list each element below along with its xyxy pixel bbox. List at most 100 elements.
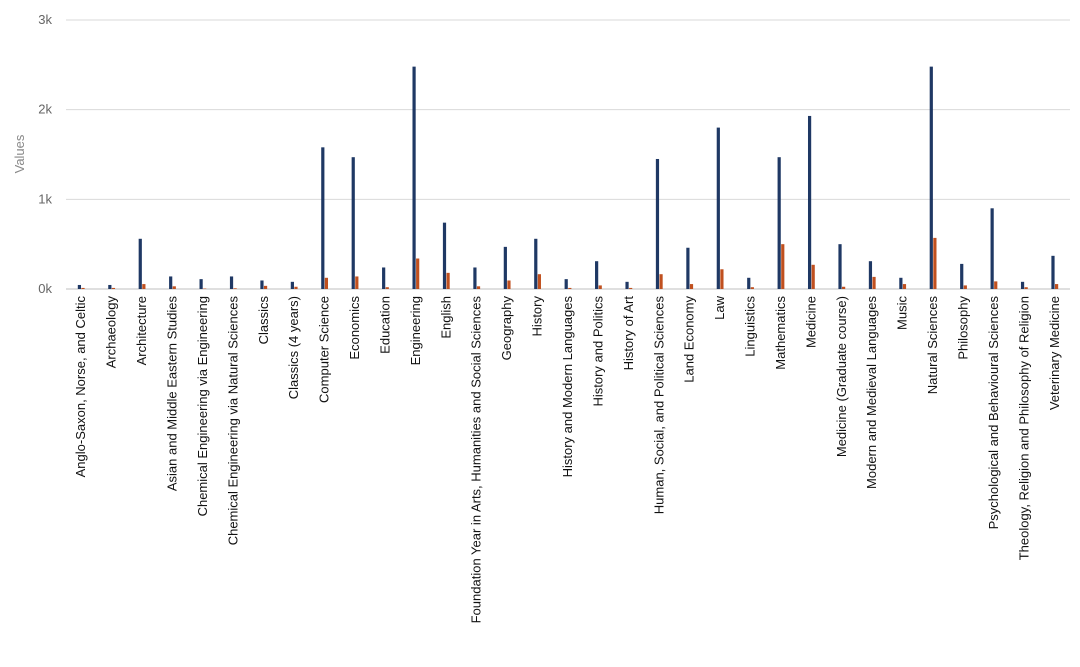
y-tick-label: 2k bbox=[38, 102, 52, 117]
bar-series-2 bbox=[659, 274, 663, 289]
x-category-label: Law bbox=[712, 295, 727, 319]
bar-series-1 bbox=[382, 267, 386, 289]
bar-series-1 bbox=[686, 247, 690, 289]
y-tick-label: 1k bbox=[38, 191, 52, 206]
bar-series-1 bbox=[899, 277, 903, 289]
x-category-label: History of Art bbox=[621, 296, 636, 371]
bar-series-1 bbox=[321, 147, 325, 289]
x-category-label: Education bbox=[377, 296, 392, 354]
x-category-label: Foundation Year in Arts, Humanities and … bbox=[469, 296, 484, 624]
x-category-label: Architecture bbox=[134, 296, 149, 365]
bar-series-1 bbox=[534, 238, 538, 289]
bar-series-2 bbox=[446, 272, 450, 289]
y-axis-ticks: 0k 1k 2k 3k bbox=[38, 12, 52, 296]
x-category-label: History bbox=[530, 296, 545, 337]
bar-series-2 bbox=[507, 280, 511, 289]
bar-series-2 bbox=[598, 285, 602, 289]
bar-series-1 bbox=[77, 284, 82, 289]
bar-series-1 bbox=[503, 246, 507, 289]
bar-series-2 bbox=[720, 269, 724, 289]
x-category-label: Modern and Medieval Languages bbox=[864, 296, 879, 489]
bar-series-2 bbox=[537, 274, 541, 289]
bar-series-1 bbox=[807, 115, 812, 289]
y-tick-label: 0k bbox=[38, 281, 52, 296]
bar-series-1 bbox=[960, 263, 964, 289]
bar-series-2 bbox=[750, 287, 754, 289]
bar-series-1 bbox=[595, 261, 599, 289]
y-axis-title: Values bbox=[12, 134, 27, 173]
bar-series-2 bbox=[416, 258, 420, 289]
bar-series-2 bbox=[294, 286, 298, 289]
bar-series-2 bbox=[781, 244, 785, 289]
bar-series-2 bbox=[811, 264, 815, 289]
bar-series-2 bbox=[933, 237, 937, 289]
bar-series-1 bbox=[351, 157, 355, 289]
bar-series-1 bbox=[747, 277, 751, 289]
bar-series-1 bbox=[1051, 255, 1055, 289]
x-category-label: Computer Science bbox=[317, 296, 332, 403]
bar-series-1 bbox=[138, 238, 142, 289]
bar-series-1 bbox=[655, 158, 660, 289]
x-category-label: Geography bbox=[499, 296, 514, 361]
gridlines bbox=[66, 19, 1070, 290]
bar-series-2 bbox=[111, 287, 116, 289]
bar-series-1 bbox=[625, 281, 629, 289]
x-category-label: Archaeology bbox=[104, 296, 119, 369]
bar-series-2 bbox=[233, 288, 237, 289]
bar-series-1 bbox=[169, 276, 173, 289]
x-category-label: History and Politics bbox=[590, 296, 605, 407]
bar-series-2 bbox=[1024, 287, 1028, 289]
x-category-label: Theology, Religion and Philosophy of Rel… bbox=[1016, 296, 1031, 560]
bar-series-1 bbox=[229, 276, 234, 289]
x-category-label: Music bbox=[895, 296, 910, 330]
bar-series-2 bbox=[629, 287, 633, 289]
x-category-label: Chemical Engineering via Natural Science… bbox=[225, 296, 240, 546]
x-category-label: History and Modern Languages bbox=[560, 296, 575, 478]
x-category-label: Engineering bbox=[408, 296, 423, 365]
bar-series-1 bbox=[838, 244, 842, 289]
y-tick-label: 3k bbox=[38, 12, 52, 27]
x-category-label: Human, Social, and Political Sciences bbox=[651, 296, 666, 515]
x-category-label: Medicine bbox=[803, 296, 818, 348]
bar-series-1 bbox=[929, 66, 933, 289]
bar-series-2 bbox=[81, 287, 85, 289]
bar-series-1 bbox=[716, 127, 720, 289]
bar-series-2 bbox=[172, 286, 176, 289]
bars bbox=[77, 66, 1059, 289]
bar-series-2 bbox=[476, 286, 481, 289]
x-category-label: Medicine (Graduate course) bbox=[834, 296, 849, 457]
bar-series-1 bbox=[442, 222, 447, 289]
bar-series-2 bbox=[994, 281, 998, 289]
bar-series-1 bbox=[473, 267, 477, 289]
x-category-label: Classics (4 years) bbox=[286, 296, 301, 399]
x-category-label: Chemical Engineering via Engineering bbox=[195, 296, 210, 516]
bar-series-2 bbox=[568, 287, 572, 289]
bar-series-2 bbox=[689, 284, 694, 289]
bar-series-1 bbox=[777, 157, 781, 289]
bar-series-2 bbox=[963, 285, 967, 289]
bar-series-1 bbox=[199, 279, 203, 289]
bar-series-1 bbox=[290, 281, 294, 289]
x-category-label: Economics bbox=[347, 296, 362, 360]
bar-series-2 bbox=[385, 287, 389, 289]
x-category-label: Psychological and Behavioural Sciences bbox=[986, 296, 1001, 530]
bar-series-2 bbox=[872, 276, 876, 289]
bar-series-2 bbox=[355, 276, 359, 289]
bar-series-2 bbox=[263, 285, 268, 289]
bar-series-2 bbox=[1054, 284, 1059, 289]
x-category-label: Veterinary Medicine bbox=[1047, 296, 1062, 410]
x-category-label: Philosophy bbox=[956, 296, 971, 360]
x-category-label: Asian and Middle Eastern Studies bbox=[164, 296, 179, 492]
bar-series-1 bbox=[990, 208, 994, 289]
bar-series-2 bbox=[902, 284, 907, 289]
bar-series-1 bbox=[1020, 281, 1025, 289]
bar-series-2 bbox=[324, 277, 329, 289]
bar-series-1 bbox=[108, 284, 112, 289]
bar-series-2 bbox=[842, 286, 846, 289]
x-category-label: Linguistics bbox=[743, 296, 758, 357]
bar-series-1 bbox=[868, 261, 873, 289]
x-category-label: Anglo-Saxon, Norse, and Celtic bbox=[73, 296, 88, 478]
bar-series-2 bbox=[142, 284, 146, 289]
bar-series-1 bbox=[260, 280, 264, 289]
